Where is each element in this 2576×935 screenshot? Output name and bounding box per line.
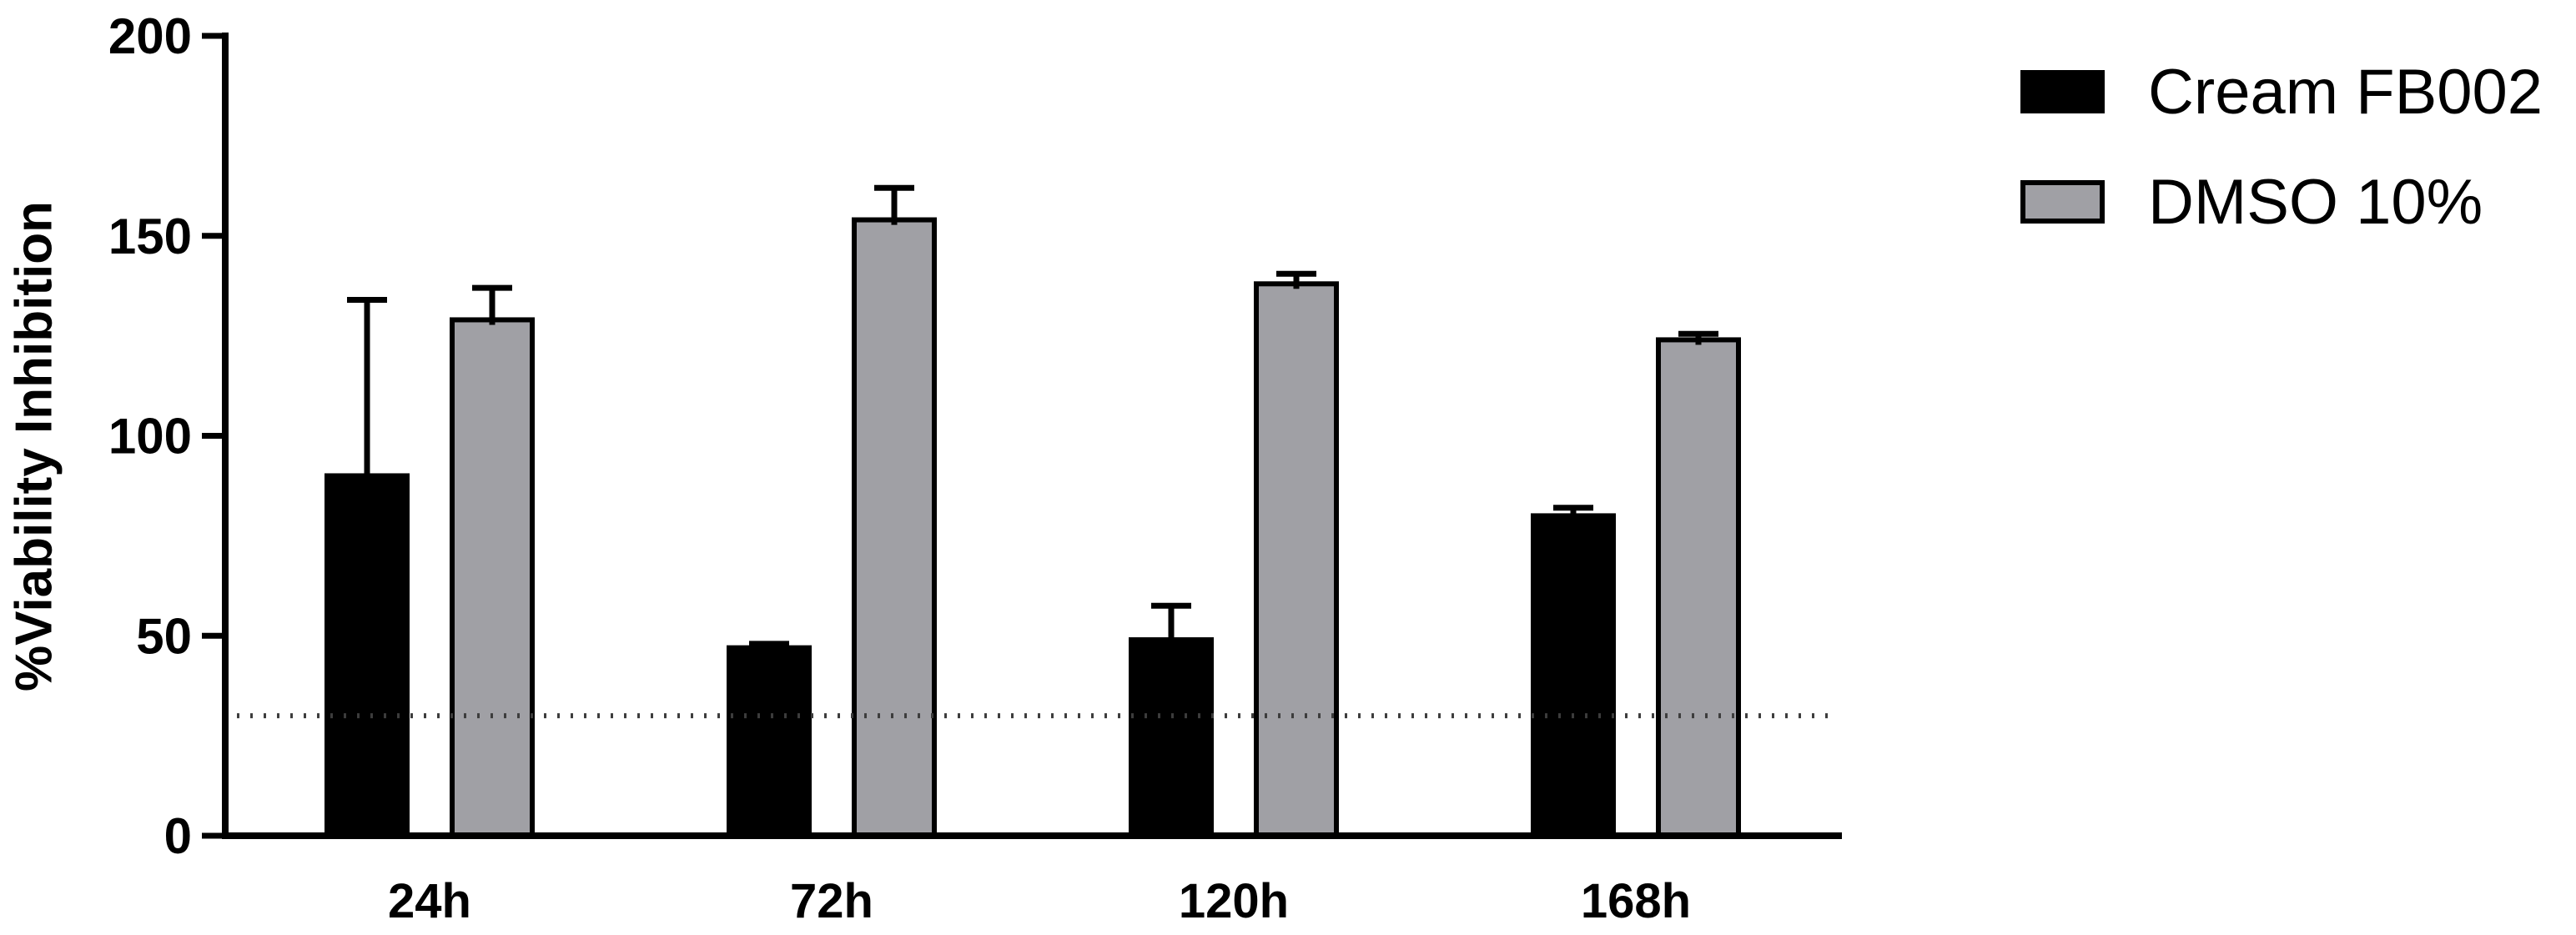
y-tick-label: 100 <box>108 409 192 465</box>
legend-swatch-dmso-10 <box>2020 180 2105 224</box>
x-category-label-168h: 168h <box>1581 874 1691 928</box>
legend-item-dmso: DMSO 10% <box>2020 167 2543 238</box>
legend-item-cream: Cream FB002 <box>2020 57 2543 128</box>
bar-72h-dmso <box>852 217 937 838</box>
x-category-label-24h: 24h <box>388 874 471 928</box>
legend-label-cream-fb002: Cream FB002 <box>2148 56 2543 128</box>
x-category-label-72h: 72h <box>790 874 873 928</box>
y-axis-title: %Viability Inhibition <box>5 201 63 691</box>
legend: Cream FB002 DMSO 10% <box>2020 57 2543 238</box>
y-tick-label: 0 <box>164 808 192 864</box>
y-tick-label: 150 <box>108 209 192 264</box>
x-category-label-120h: 120h <box>1179 874 1289 928</box>
y-tick-label: 200 <box>108 8 192 64</box>
y-tick-label: 50 <box>136 608 192 664</box>
bar-72h-cream <box>727 645 812 839</box>
bar-168h-dmso <box>1656 337 1741 839</box>
bar-24h-dmso <box>450 317 535 838</box>
bar-24h-cream <box>325 473 410 838</box>
bar-120h-cream <box>1129 637 1214 838</box>
bar-168h-cream <box>1531 513 1616 839</box>
legend-swatch-cream-fb002 <box>2020 70 2105 113</box>
legend-label-dmso-10: DMSO 10% <box>2148 166 2483 238</box>
bar-120h-dmso <box>1254 281 1339 839</box>
